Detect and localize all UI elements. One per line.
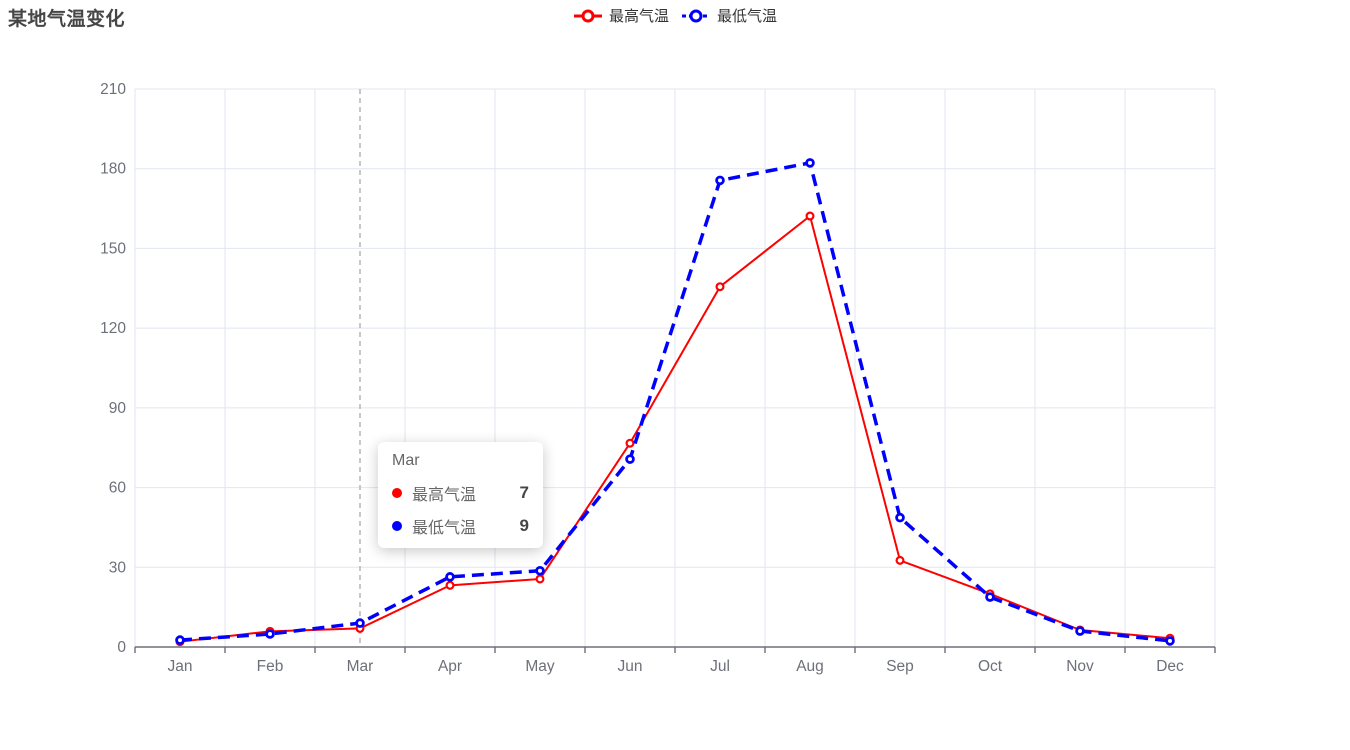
y-axis-label: 90 — [109, 400, 127, 417]
data-point[interactable] — [445, 580, 455, 590]
tooltip-label-min-temp: 最低气温 — [412, 520, 477, 537]
data-point[interactable] — [715, 175, 725, 186]
x-axis-label: Jul — [710, 658, 730, 675]
tooltip: Mar 最高气温 7 最低气温 9 — [378, 442, 543, 548]
tooltip-value-max-temp: 7 — [519, 483, 529, 502]
chart-legend: 最高气温 最低气温 — [573, 5, 777, 26]
x-axis-label: Sep — [886, 658, 914, 675]
x-axis-label: Feb — [257, 658, 284, 675]
max-temp-line-marker-icon — [573, 9, 602, 22]
x-axis-label: Mar — [347, 658, 374, 675]
x-axis-label: Jun — [618, 658, 643, 675]
y-axis-label: 210 — [100, 81, 126, 98]
tooltip-row-max-temp: 最高气温 7 — [392, 481, 529, 505]
tooltip-label-max-temp: 最高气温 — [412, 487, 477, 504]
data-point[interactable] — [895, 555, 905, 565]
data-point[interactable] — [895, 512, 905, 523]
x-axis-label: Aug — [796, 658, 824, 675]
y-axis-label: 30 — [109, 559, 127, 576]
legend-item-min-temp[interactable]: 最低气温 — [681, 5, 777, 26]
legend-label-max-temp: 最高气温 — [608, 8, 669, 25]
data-point[interactable] — [985, 592, 995, 602]
data-point[interactable] — [355, 618, 365, 628]
data-point[interactable] — [1075, 626, 1085, 636]
legend-label-min-temp: 最低气温 — [717, 8, 778, 25]
x-axis-label: May — [525, 658, 555, 675]
min-temp-dot-icon — [392, 521, 402, 531]
series-line-0 — [179, 215, 1171, 643]
x-axis-label: Apr — [438, 658, 462, 675]
y-axis-label: 180 — [100, 161, 126, 178]
data-point[interactable] — [805, 158, 815, 168]
data-point[interactable] — [265, 629, 275, 639]
x-axis-label: Dec — [1156, 658, 1184, 675]
y-axis-label: 0 — [117, 639, 126, 656]
data-point[interactable] — [445, 572, 455, 582]
legend-item-max-temp[interactable]: 最高气温 — [573, 5, 669, 26]
data-point[interactable] — [805, 211, 815, 221]
data-point[interactable] — [715, 282, 725, 292]
page-title: 某地气温变化 — [8, 9, 126, 30]
data-point[interactable] — [1165, 636, 1175, 646]
y-axis-label: 150 — [100, 240, 126, 257]
tooltip-row-min-temp: 最低气温 9 — [392, 514, 529, 538]
data-point[interactable] — [625, 454, 635, 464]
x-axis-label: Oct — [978, 658, 1003, 675]
tooltip-value-min-temp: 9 — [519, 516, 529, 535]
data-point[interactable] — [535, 565, 545, 576]
data-point[interactable] — [175, 635, 185, 645]
min-temp-dashed-line-marker-icon — [682, 9, 710, 22]
y-axis-label: 60 — [109, 480, 127, 497]
x-axis-label: Nov — [1066, 658, 1094, 675]
data-point[interactable] — [625, 438, 635, 448]
x-axis-label: Jan — [168, 658, 193, 675]
max-temp-dot-icon — [392, 488, 402, 498]
data-point[interactable] — [535, 574, 545, 584]
y-axis-label: 120 — [100, 320, 126, 337]
tooltip-category: Mar — [392, 452, 420, 469]
